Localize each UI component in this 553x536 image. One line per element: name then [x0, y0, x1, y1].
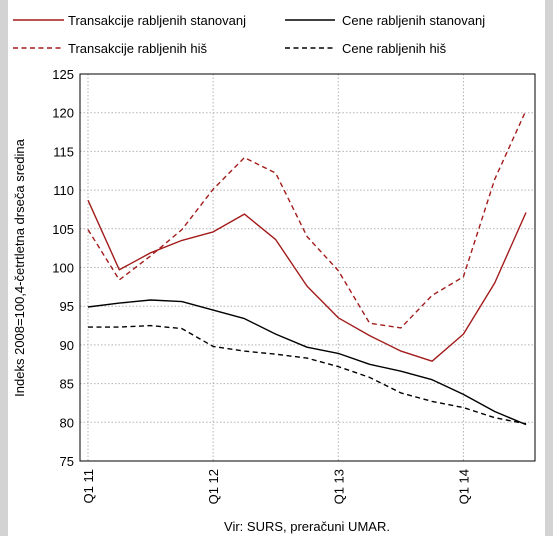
- series-line-1: [87, 299, 527, 426]
- x-tick-label: Q1 14: [456, 469, 471, 504]
- legend-label-series-3: Cene rabljenih hiš: [342, 41, 447, 56]
- legend-label-series-2: Transakcije rabljenih hiš: [68, 41, 207, 56]
- y-tick-label: 125: [52, 67, 74, 82]
- y-tick-label: 115: [53, 144, 74, 159]
- series-line-3: [88, 324, 527, 425]
- y-tick-label: 95: [60, 299, 74, 314]
- series-line-0: [87, 199, 527, 362]
- x-axis-ticks: Q1 11 Q1 12 Q1 13 Q1 14: [81, 469, 471, 504]
- y-axis-title: Indeks 2008=100,4-četrtletna drseča sred…: [12, 138, 27, 396]
- x-tick-label: Q1 12: [206, 469, 221, 504]
- y-axis-ticks: 75 80 85 90 95 100 105 110 115 120 125: [52, 67, 74, 469]
- y-tick-label: 80: [60, 415, 74, 430]
- source-note: Vir: SURS, preračuni UMAR.: [224, 519, 390, 534]
- chart-container: Transakcije rabljenih stanovanj Cene rab…: [8, 0, 545, 536]
- y-tick-label: 120: [52, 106, 74, 121]
- legend-label-series-0: Transakcije rabljenih stanovanj: [68, 13, 246, 28]
- plot-area-frame: [79, 73, 536, 462]
- series-line-2: [87, 110, 527, 329]
- y-tick-label: 85: [60, 377, 74, 392]
- series-lines: [87, 110, 527, 426]
- y-tick-label: 105: [52, 222, 74, 237]
- y-tick-label: 100: [52, 261, 74, 276]
- legend-label-series-1: Cene rabljenih stanovanj: [342, 13, 485, 28]
- line-chart: Transakcije rabljenih stanovanj Cene rab…: [12, 13, 536, 534]
- legend: Transakcije rabljenih stanovanj Cene rab…: [13, 13, 485, 56]
- y-tick-label: 110: [53, 183, 74, 198]
- y-tick-label: 75: [60, 454, 74, 469]
- gridlines: [80, 74, 535, 461]
- x-tick-label: Q1 11: [81, 469, 96, 503]
- y-tick-label: 90: [60, 338, 74, 353]
- x-tick-label: Q1 13: [331, 469, 346, 504]
